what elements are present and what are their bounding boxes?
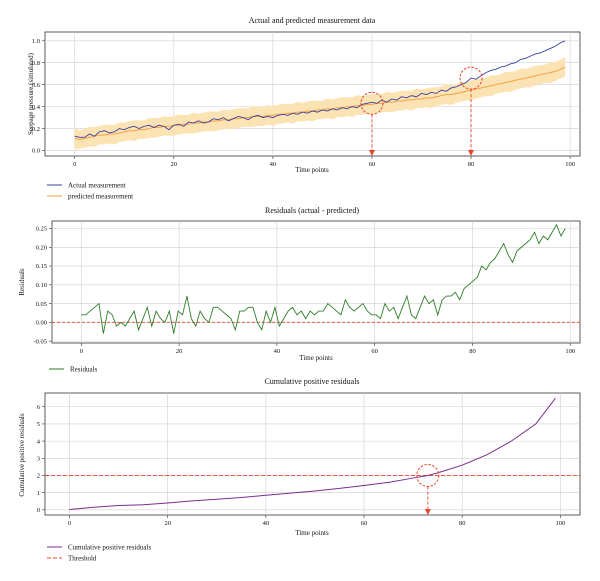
y-tick-label: 0.05	[36, 301, 47, 308]
panel1-frame	[44, 31, 581, 157]
y-tick-label: 3	[37, 455, 40, 462]
panel3-x-ticks: 0 20 40 60 80 100	[68, 515, 565, 527]
y-tick-label: 0.15	[36, 263, 47, 270]
x-tick-label: 100	[565, 348, 575, 355]
x-tick-label: 100	[565, 161, 575, 168]
y-tick-label: 0.10	[36, 282, 47, 289]
x-tick-label: 60	[371, 348, 378, 355]
residuals-line	[81, 223, 566, 334]
panel1-ylabel: Seepage pressure (simulated)	[27, 52, 35, 135]
x-tick-label: 60	[361, 520, 368, 527]
y-tick-label: 0.4	[32, 104, 41, 111]
panel-actual-predicted: Actual and predicted measurement data 0 2…	[27, 16, 581, 201]
y-tick-label: 0.8	[32, 60, 40, 67]
panel2-frame	[51, 220, 581, 344]
y-tick-label: 0	[37, 507, 40, 514]
panel2-ylabel: Residuals	[18, 268, 26, 295]
panel2-title: Residuals (actual - predicted)	[265, 206, 359, 215]
panel-residuals: Residuals (actual - predicted) 0 20 40 60 80…	[18, 206, 581, 374]
panel3-xlabel: Time points	[295, 529, 329, 537]
y-tick-label: 6	[37, 404, 41, 411]
x-tick-label: 80	[459, 520, 466, 527]
panel1-x-ticks: 0 20 40 60 80 100	[73, 156, 575, 168]
panel2-grid	[52, 221, 580, 343]
y-tick-label: 1.0	[32, 38, 40, 45]
predicted-confidence-band	[74, 56, 566, 149]
cumulative-residuals-line	[69, 397, 556, 510]
y-tick-label: 0.0	[32, 148, 40, 155]
x-tick-label: 0	[68, 520, 71, 527]
arrow-head-icon	[368, 150, 375, 156]
y-tick-label: 0.6	[32, 82, 41, 89]
panel1-title: Actual and predicted measurement data	[249, 16, 376, 25]
y-tick-label: 0.00	[36, 320, 47, 327]
x-tick-label: 80	[469, 348, 476, 355]
y-tick-label: 0.20	[36, 244, 47, 251]
x-tick-label: 40	[263, 520, 270, 527]
panel1-legend: Actual measurement predicted measurement	[47, 182, 133, 201]
y-tick-label: -0.05	[33, 338, 47, 345]
x-tick-label: 40	[270, 161, 277, 168]
y-tick-label: 5	[37, 421, 40, 428]
panel3-y-ticks: 0 1 2 3 4 5 6	[37, 404, 45, 514]
arrow-head-icon	[468, 150, 475, 156]
y-tick-label: 0.25	[36, 226, 47, 233]
x-tick-label: 0	[73, 161, 76, 168]
legend-actual-label: Actual measurement	[68, 182, 126, 190]
panel1-annotations	[360, 66, 483, 156]
panel2-y-ticks: -0.05 0.00 0.05 0.10 0.15 0.20 0.25	[33, 226, 52, 345]
panel3-grid	[45, 393, 580, 515]
panel3-frame	[44, 392, 581, 516]
panel1-xlabel: Time points	[295, 166, 329, 174]
x-tick-label: 100	[555, 520, 565, 527]
x-tick-label: 0	[80, 348, 83, 355]
legend-predicted-label: predicted measurement	[68, 193, 133, 201]
y-tick-label: 4	[37, 438, 41, 445]
x-tick-label: 20	[171, 161, 178, 168]
panel3-title: Cumulative positive residuals	[264, 377, 359, 386]
panel2-legend: Residuals	[49, 366, 97, 374]
actual-measurement-line	[74, 40, 566, 138]
x-tick-label: 20	[164, 520, 171, 527]
panel2-x-ticks: 0 20 40 60 80 100	[80, 343, 575, 355]
x-tick-label: 80	[468, 161, 475, 168]
arrow-head-icon	[424, 509, 431, 515]
panel3-legend: Cumulative positive residuals Threshold	[47, 544, 151, 563]
y-tick-label: 1	[37, 490, 40, 497]
legend-threshold-label: Threshold	[68, 555, 97, 563]
x-tick-label: 20	[176, 348, 183, 355]
predicted-measurement-line	[74, 66, 566, 141]
panel3-annotations	[416, 463, 440, 515]
panel2-xlabel: Time points	[299, 354, 333, 362]
panel-cumulative: Cumulative positive residuals 0 20 40 60 80 1…	[18, 377, 581, 563]
legend-residuals-label: Residuals	[70, 366, 97, 374]
panel1-y-ticks: 0.0 0.2 0.4 0.6 0.8 1.0	[32, 38, 45, 155]
y-tick-label: 0.2	[32, 126, 40, 133]
x-tick-label: 40	[274, 348, 281, 355]
y-tick-label: 2	[37, 473, 40, 480]
x-tick-label: 60	[369, 161, 376, 168]
panel3-ylabel: Cumulative positive residuals	[18, 413, 26, 496]
legend-cumulative-label: Cumulative positive residuals	[68, 544, 151, 552]
